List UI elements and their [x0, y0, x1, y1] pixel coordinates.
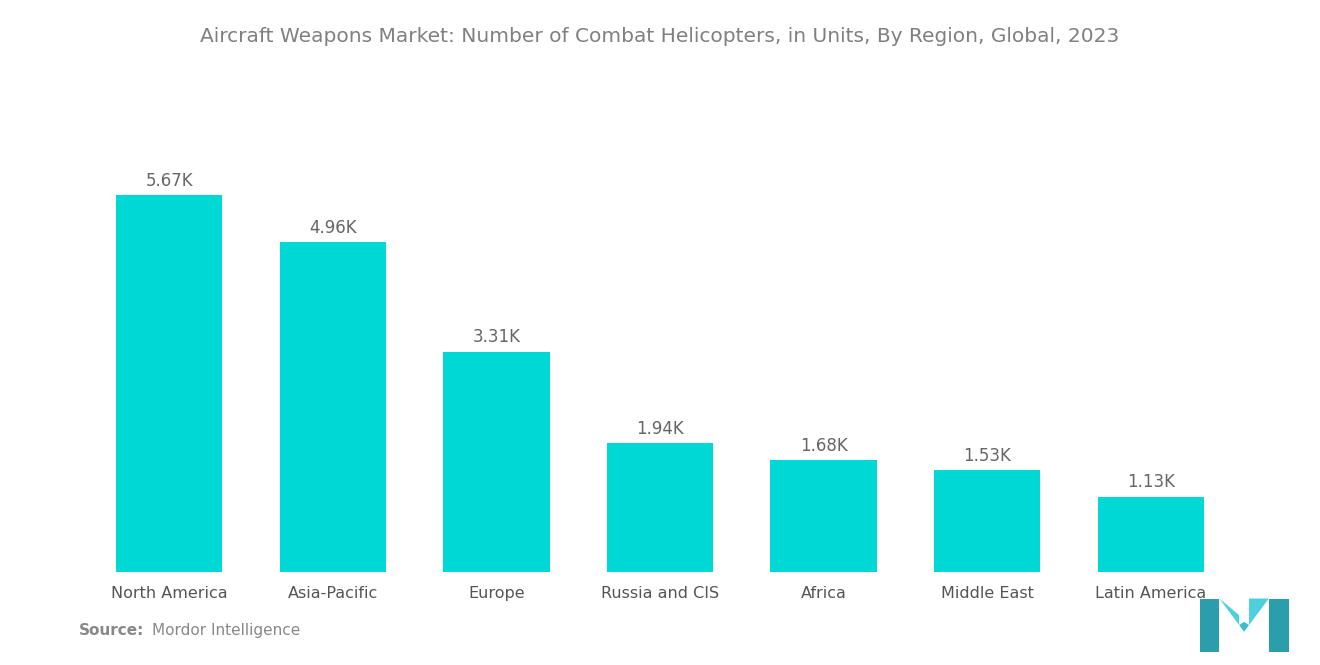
Bar [1098, 497, 1204, 572]
Bar [607, 443, 713, 572]
Bar [444, 352, 549, 572]
Polygon shape [1220, 598, 1239, 625]
Text: 1.94K: 1.94K [636, 420, 684, 438]
Text: 5.67K: 5.67K [145, 172, 193, 190]
Text: 1.53K: 1.53K [964, 447, 1011, 465]
Text: Mordor Intelligence: Mordor Intelligence [152, 623, 300, 638]
Text: Aircraft Weapons Market: Number of Combat Helicopters, in Units, By Region, Glob: Aircraft Weapons Market: Number of Comba… [201, 27, 1119, 46]
Bar [771, 460, 876, 572]
Text: 3.31K: 3.31K [473, 329, 520, 346]
Bar [116, 195, 222, 572]
Polygon shape [1200, 598, 1220, 652]
Text: 4.96K: 4.96K [309, 219, 356, 237]
Text: Source:: Source: [79, 623, 145, 638]
Bar [935, 470, 1040, 572]
Polygon shape [1269, 598, 1288, 652]
Polygon shape [1239, 622, 1249, 632]
Polygon shape [1249, 598, 1269, 625]
Text: 1.68K: 1.68K [800, 437, 847, 455]
Text: 1.13K: 1.13K [1127, 473, 1175, 491]
Bar [280, 242, 385, 572]
